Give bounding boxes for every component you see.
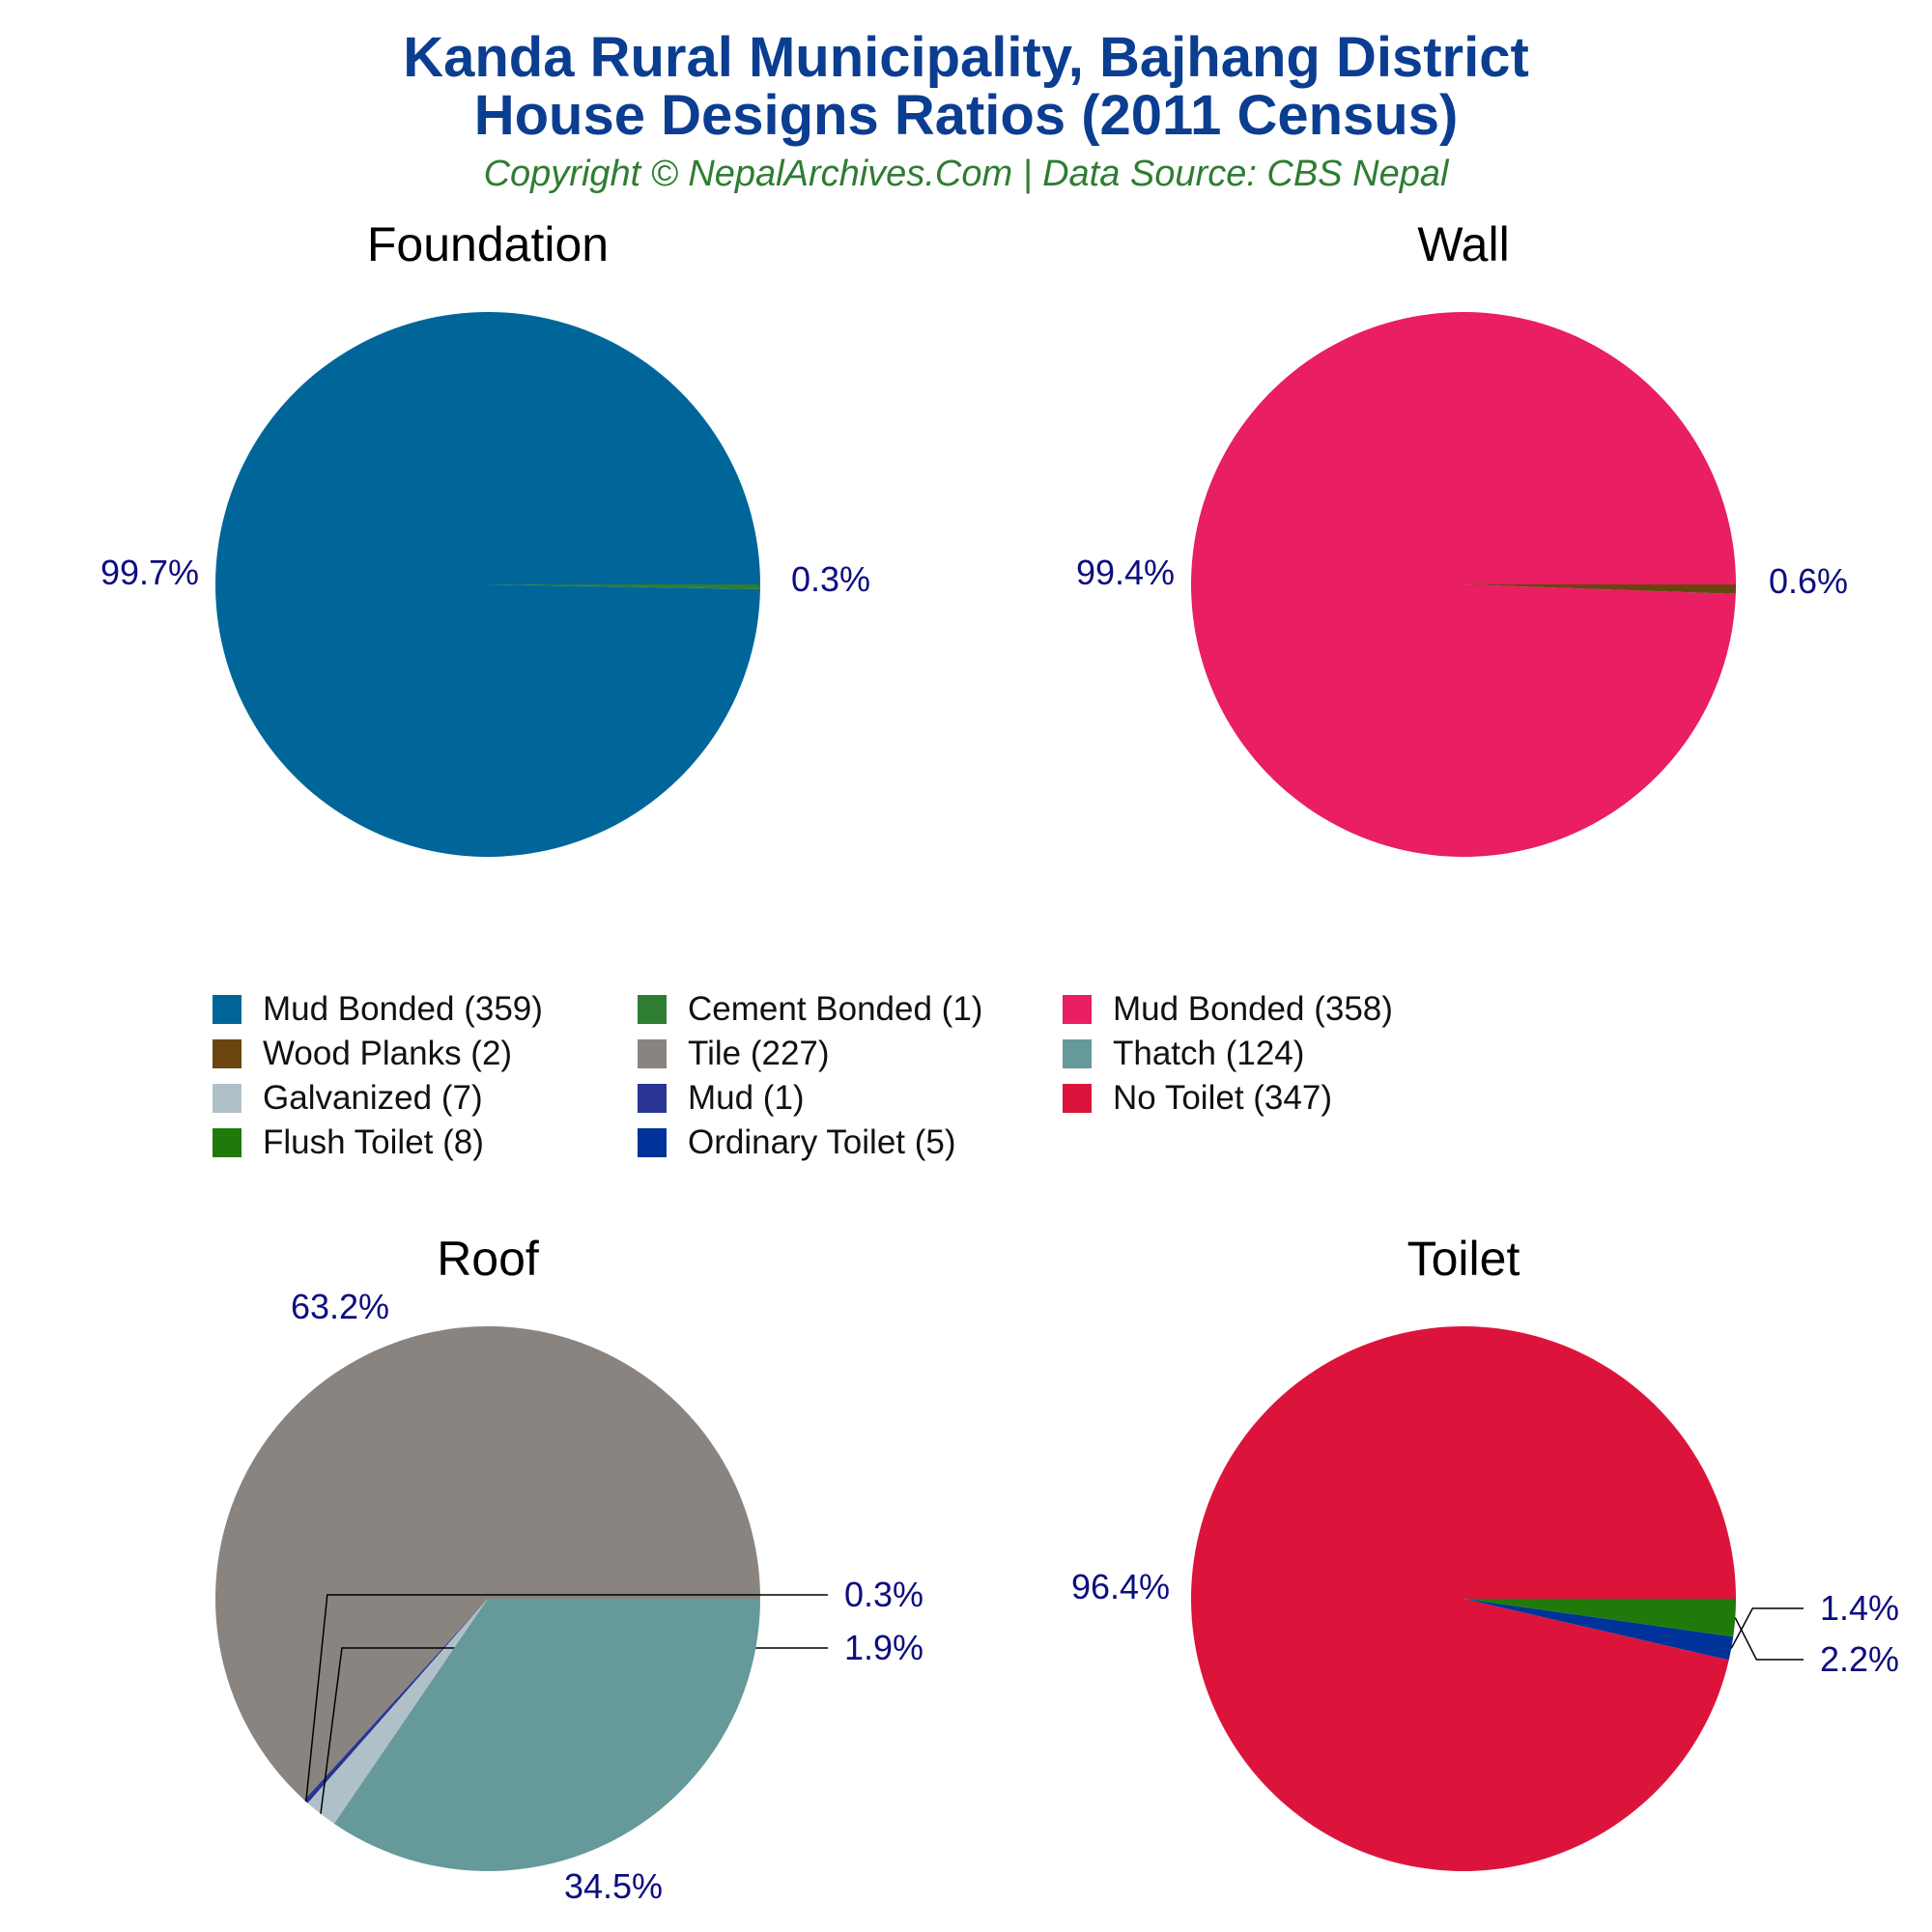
toilet-label-flush-toilet: 2.2% xyxy=(1820,1639,1899,1679)
legend-swatch xyxy=(213,1128,242,1157)
legend-item: Wood Planks (2) xyxy=(213,1032,638,1076)
legend: Mud Bonded (359) Cement Bonded (1) Mud Bon… xyxy=(213,987,1719,1165)
foundation-pie-title: Foundation xyxy=(367,217,609,271)
legend-item: Galvanized (7) xyxy=(213,1076,638,1121)
toilet-slice-flush-toilet xyxy=(1463,1599,1736,1637)
wall-slice-wood-planks xyxy=(1463,584,1736,594)
roof-pie-title: Roof xyxy=(437,1232,539,1286)
toilet-label-no-toilet: 96.4% xyxy=(1071,1567,1170,1606)
foundation-label-mud-bonded: 99.7% xyxy=(100,553,199,592)
toilet-pie: Toilet 96.4% 1.4% 2.2% xyxy=(1071,1232,1899,1871)
toilet-slice-ordinary-toilet xyxy=(1463,1599,1734,1661)
toilet-leader-flush-toilet xyxy=(1734,1617,1804,1661)
chart-subtitle: Copyright © NepalArchives.Com | Data Sou… xyxy=(483,154,1449,194)
foundation-pie: Foundation 99.7% 0.3% xyxy=(100,217,870,857)
legend-item: Cement Bonded (1) xyxy=(638,987,1063,1032)
toilet-label-ordinary-toilet: 1.4% xyxy=(1820,1588,1899,1628)
roof-label-galvanized: 1.9% xyxy=(844,1628,923,1667)
foundation-slice-cement-bonded xyxy=(488,584,760,589)
roof-label-thatch: 34.5% xyxy=(564,1866,663,1906)
roof-label-tile: 63.2% xyxy=(291,1287,389,1326)
wall-pie: Wall 99.4% 0.6% xyxy=(1076,217,1848,858)
legend-item: Mud Bonded (359) xyxy=(213,987,638,1032)
toilet-pie-title: Toilet xyxy=(1407,1232,1520,1286)
chart-title-line-1: Kanda Rural Municipality, Bajhang Distri… xyxy=(403,26,1529,89)
wall-slice-mud-bonded xyxy=(1190,312,1736,858)
legend-item: No Toilet (347) xyxy=(1063,1076,1488,1121)
legend-label: Wood Planks (2) xyxy=(263,1035,513,1072)
legend-label: No Toilet (347) xyxy=(1113,1079,1332,1117)
legend-label: Tile (227) xyxy=(688,1035,830,1072)
legend-label: Mud Bonded (358) xyxy=(1113,990,1393,1028)
legend-swatch xyxy=(638,1039,667,1068)
legend-swatch xyxy=(1063,1039,1092,1068)
roof-slice-mud xyxy=(303,1599,488,1804)
legend-swatch xyxy=(1063,995,1092,1024)
legend-label: Ordinary Toilet (5) xyxy=(688,1123,956,1161)
legend-label: Thatch (124) xyxy=(1113,1035,1305,1072)
roof-label-mud: 0.3% xyxy=(844,1575,923,1614)
roof-leader-mud xyxy=(305,1594,828,1803)
roof-slice-thatch xyxy=(333,1599,760,1871)
legend-swatch xyxy=(213,1039,242,1068)
legend-item: Tile (227) xyxy=(638,1032,1063,1076)
legend-item: Flush Toilet (8) xyxy=(213,1121,638,1165)
roof-pie: Roof 63.2% 0.3% 1.9% 34.5% xyxy=(214,1232,923,1906)
roof-slice-tile xyxy=(214,1325,760,1801)
legend-swatch xyxy=(213,995,242,1024)
legend-label: Mud Bonded (359) xyxy=(263,990,543,1028)
legend-item: Mud (1) xyxy=(638,1076,1063,1121)
legend-item: Thatch (124) xyxy=(1063,1032,1488,1076)
toilet-leader-ordinary-toilet xyxy=(1730,1607,1804,1649)
legend-label: Mud (1) xyxy=(688,1079,805,1117)
legend-swatch xyxy=(638,995,667,1024)
legend-swatch xyxy=(638,1128,667,1157)
wall-label-wood-planks: 0.6% xyxy=(1769,561,1848,601)
legend-swatch xyxy=(638,1084,667,1113)
legend-swatch xyxy=(213,1084,242,1113)
foundation-slice-mud-bonded xyxy=(215,311,760,857)
legend-label: Galvanized (7) xyxy=(263,1079,483,1117)
legend-item: Mud Bonded (358) xyxy=(1063,987,1488,1032)
roof-slice-galvanized xyxy=(307,1599,488,1824)
foundation-label-cement-bonded: 0.3% xyxy=(791,559,870,599)
chart-title-line-2: House Designs Ratios (2011 Census) xyxy=(473,84,1459,147)
legend-item: Ordinary Toilet (5) xyxy=(638,1121,1063,1165)
legend-swatch xyxy=(1063,1084,1092,1113)
legend-label: Cement Bonded (1) xyxy=(688,990,983,1028)
wall-label-mud-bonded: 99.4% xyxy=(1076,553,1175,592)
legend-label: Flush Toilet (8) xyxy=(263,1123,484,1161)
wall-pie-title: Wall xyxy=(1417,217,1509,271)
